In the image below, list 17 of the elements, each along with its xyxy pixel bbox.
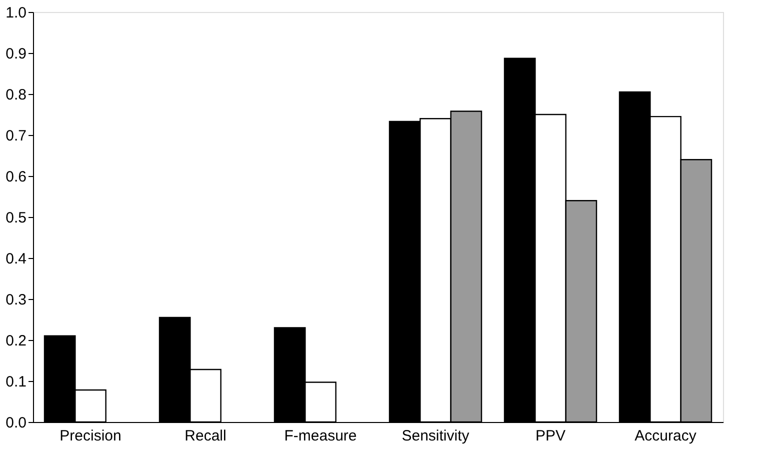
x-tick-label: Sensitivity bbox=[402, 428, 470, 444]
y-tick-label: 1.0 bbox=[6, 4, 26, 22]
y-tick-label: 0.0 bbox=[6, 414, 26, 432]
x-tick-label: F-measure bbox=[284, 428, 357, 444]
x-tick-label: Precision bbox=[60, 428, 122, 444]
x-tick-label: Recall bbox=[184, 428, 226, 444]
y-tick-label: 0.2 bbox=[6, 332, 26, 350]
y-tick-label: 0.8 bbox=[6, 86, 26, 104]
y-tick-label: 0.5 bbox=[6, 210, 26, 226]
y-tick-label: 0.3 bbox=[6, 292, 26, 308]
y-tick-label: 0.7 bbox=[6, 128, 26, 144]
y-tick-label: 0.4 bbox=[6, 250, 26, 268]
x-tick-label: Accuracy bbox=[634, 428, 697, 444]
x-tick-label: PPV bbox=[535, 428, 566, 444]
y-tick-label: 0.6 bbox=[6, 168, 26, 186]
y-tick-label: 0.9 bbox=[6, 46, 26, 62]
y-tick-label: 0.1 bbox=[6, 374, 26, 390]
